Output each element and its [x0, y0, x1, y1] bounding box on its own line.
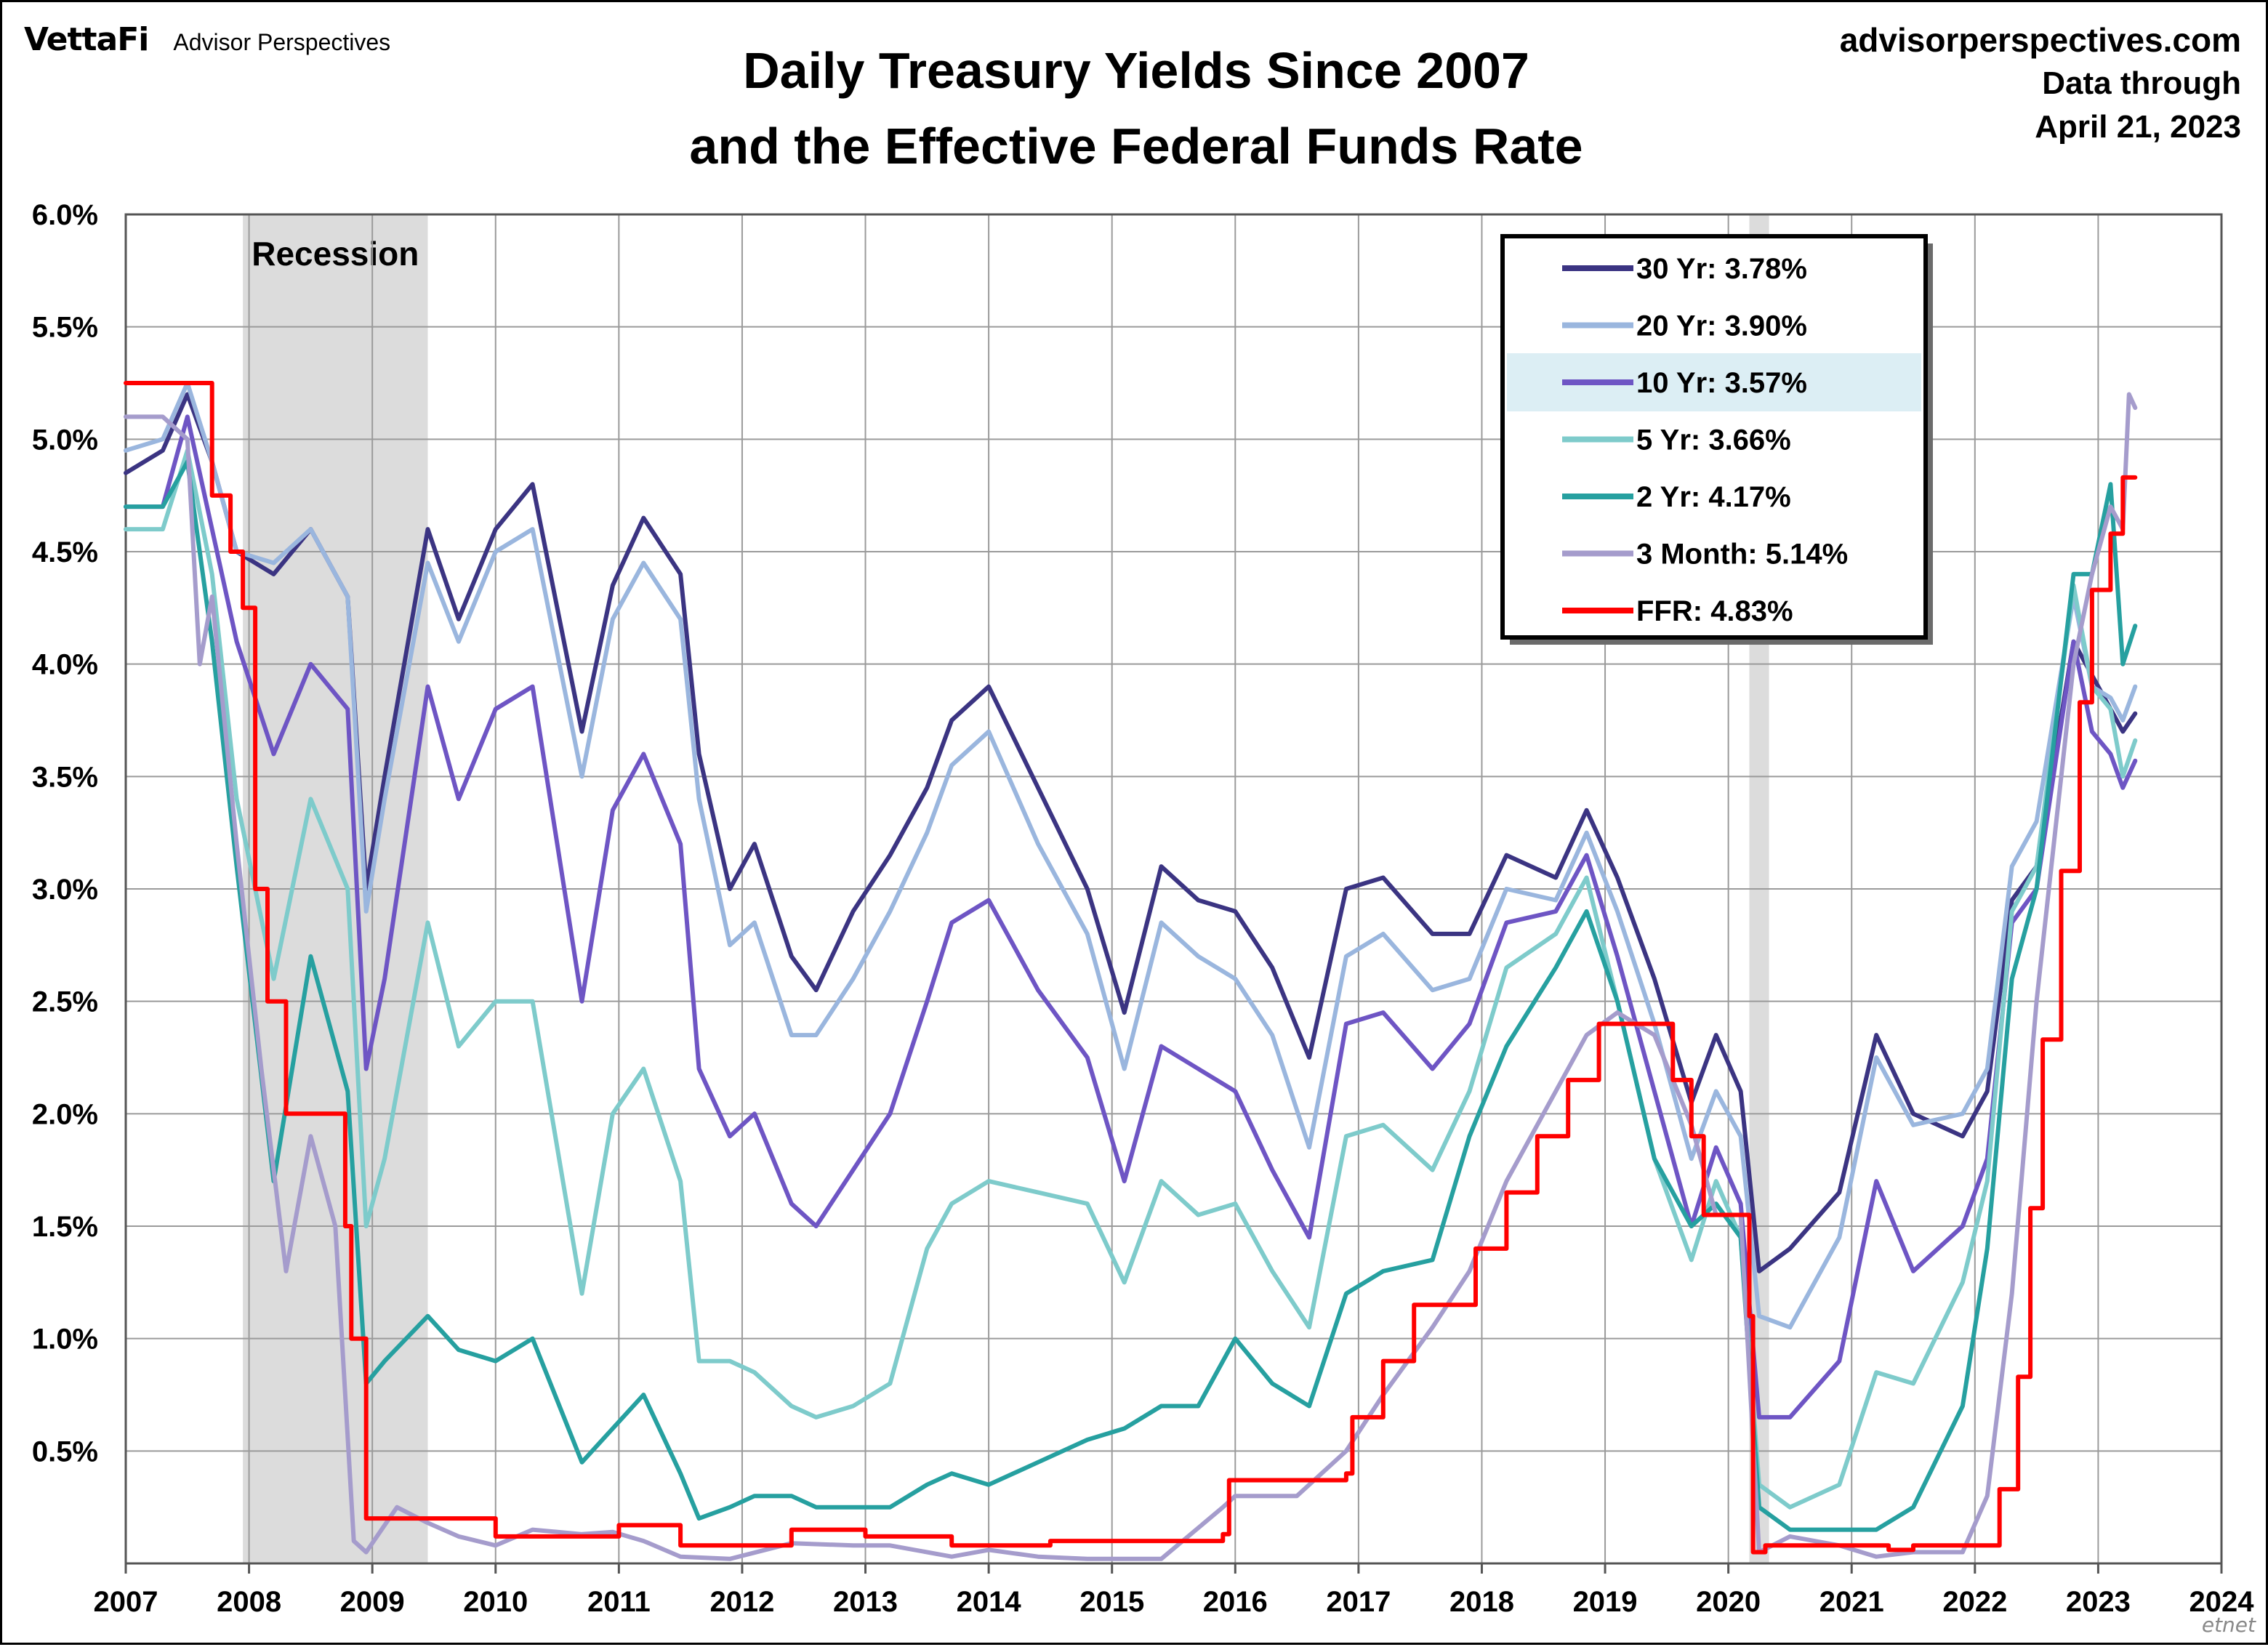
recession-label: Recession — [252, 235, 419, 273]
y-tick-label: 1.0% — [32, 1324, 98, 1356]
chart-title: Daily Treasury Yields Since 2007 and the… — [2, 33, 2268, 184]
x-tick-label: 2011 — [587, 1586, 651, 1618]
y-tick-label: 3.5% — [32, 761, 98, 793]
brand: VettaFi Advisor Perspectives — [24, 21, 390, 58]
series-line-2-yr — [124, 459, 2138, 1532]
x-tick-label: 2017 — [1326, 1586, 1391, 1618]
source-site: advisorperspectives.com — [1839, 21, 2241, 59]
x-tick-label: 2019 — [1573, 1586, 1638, 1618]
legend-entry: 5 Yr: 3.66% — [1636, 424, 1791, 456]
title-line-2: and the Effective Federal Funds Rate — [689, 118, 1583, 174]
watermark: etnet — [2201, 1613, 2256, 1637]
y-tick-label: 5.0% — [32, 424, 98, 456]
data-through-label: Data through — [2042, 65, 2241, 101]
plot-frame — [124, 213, 2223, 1565]
y-tick-label: 0.5% — [32, 1435, 98, 1467]
x-tick-label: 2024 — [2189, 1586, 2255, 1618]
x-tick-label: 2014 — [957, 1586, 1022, 1618]
legend-entry: 30 Yr: 3.78% — [1636, 253, 1807, 285]
legend-entry: FFR: 4.83% — [1636, 595, 1793, 627]
series-line-ffr — [124, 381, 2138, 1555]
series-layer — [124, 381, 2138, 1561]
y-tick-label: 4.0% — [32, 649, 98, 681]
legend-entry: 2 Yr: 4.17% — [1636, 481, 1791, 513]
series-line-5-yr — [124, 448, 2138, 1510]
legend-entry: 20 Yr: 3.90% — [1636, 310, 1807, 342]
x-tick-label: 2009 — [340, 1586, 405, 1618]
source-info: advisorperspectives.com Data through Apr… — [1840, 18, 2241, 149]
vettafi-logo: VettaFi — [24, 21, 149, 58]
x-tick-label: 2018 — [1449, 1586, 1514, 1618]
series-line-10-yr — [124, 414, 2138, 1420]
x-tick-label: 2013 — [833, 1586, 898, 1618]
x-tick-label: 2012 — [709, 1586, 774, 1618]
y-tick-label: 4.5% — [32, 536, 98, 568]
x-tick-label: 2010 — [463, 1586, 528, 1618]
y-tick-label: 2.5% — [32, 986, 98, 1018]
x-tick-label: 2015 — [1079, 1586, 1144, 1618]
series-line-20-yr — [124, 381, 2138, 1330]
y-tick-label: 2.0% — [32, 1098, 98, 1130]
y-tick-label: 1.5% — [32, 1211, 98, 1243]
legend-entry: 3 Month: 5.14% — [1636, 539, 1848, 571]
x-tick-label: 2016 — [1203, 1586, 1268, 1618]
title-line-1: Daily Treasury Yields Since 2007 — [743, 42, 1529, 99]
y-tick-label: 5.5% — [32, 312, 98, 344]
x-tick-label: 2021 — [1819, 1586, 1884, 1618]
x-tick-label: 2007 — [94, 1586, 158, 1618]
series-line-3-month — [124, 392, 2138, 1561]
x-tick-label: 2023 — [2066, 1586, 2131, 1618]
x-tick-label: 2020 — [1696, 1586, 1761, 1618]
y-tick-label: 6.0% — [32, 199, 98, 231]
x-tick-label: 2022 — [1942, 1586, 2007, 1618]
y-tick-label: 3.0% — [32, 874, 98, 906]
axis-layer: 2007 2008 2009 2010 2011 2012 2013 2014 2015 2016… — [32, 199, 2254, 1618]
brand-subtitle: Advisor Perspectives — [173, 29, 391, 55]
legend-entry: 10 Yr: 3.57% — [1636, 367, 1807, 399]
data-through-date: April 21, 2023 — [2035, 109, 2241, 145]
legend-layer: 30 Yr: 3.78% 20 Yr: 3.90% 10 Yr: 3.57% 5 Yr… — [1500, 234, 1933, 645]
series-line-30-yr — [124, 392, 2138, 1273]
legend-box — [1500, 234, 1928, 640]
x-tick-label: 2008 — [217, 1586, 281, 1618]
